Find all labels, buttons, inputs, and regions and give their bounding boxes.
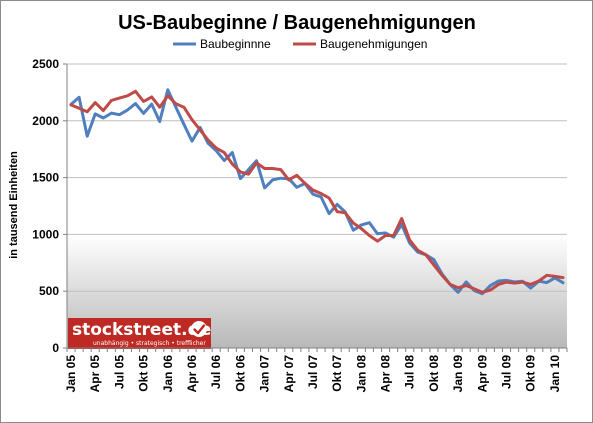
y-tick-label-1500: 1500 <box>32 171 59 185</box>
y-tick-label-0: 0 <box>52 341 59 355</box>
x-tick-label: Jan 05 <box>64 355 78 393</box>
x-tick-label: Okt 06 <box>233 355 247 392</box>
x-tick-label: Okt 08 <box>427 355 441 392</box>
x-tick-label: Jan 10 <box>548 355 562 393</box>
legend-label-baubeginne: Baubeginnne <box>200 37 271 51</box>
watermark-tagline: unabhängig • strategisch • trefflicher <box>93 340 206 347</box>
series-lines <box>69 88 565 296</box>
x-tick-label: Apr 07 <box>282 355 296 393</box>
y-tick-label-2000: 2000 <box>32 114 59 128</box>
y-axis-label: in tausend Einheiten <box>8 151 20 259</box>
x-tick-label: Apr 05 <box>88 355 102 393</box>
y-tick-label-1000: 1000 <box>32 227 59 241</box>
x-tick-label: Jan 08 <box>354 355 368 393</box>
x-tick-label: Jul 09 <box>500 355 514 389</box>
x-tick-label: Jul 06 <box>209 355 223 389</box>
legend-label-baugenehmigungen: Baugenehmigungen <box>320 37 427 51</box>
x-tick-label: Okt 07 <box>330 355 344 392</box>
x-tick-label: Jul 07 <box>306 355 320 389</box>
y-tick-label-2500: 2500 <box>32 57 59 71</box>
x-tick-label: Jul 05 <box>112 355 126 389</box>
stockstreet-watermark: stockstreet.de unabhängig • strategisch … <box>68 318 211 349</box>
y-tick-label-500: 500 <box>39 284 59 298</box>
y-axis-ticks: 0 500 1000 1500 2000 2500 <box>32 57 67 355</box>
x-tick-label: Apr 08 <box>379 355 393 393</box>
x-tick-label: Jan 09 <box>451 355 465 393</box>
watermark-background <box>68 318 211 349</box>
series-line-baugenehmigungen <box>69 89 565 294</box>
chart-title: US-Baubeginne / Baugenehmigungen <box>118 12 476 34</box>
checkmark-badge-icon <box>191 321 207 337</box>
x-tick-label: Apr 06 <box>185 355 199 393</box>
checkmark-icon <box>193 324 206 335</box>
x-axis-ticks: Jan 05 Apr 05 Jul 05 Okt 05 Jan 06 Apr 06 Jul … <box>64 348 568 393</box>
x-tick-label: Jan 07 <box>258 355 272 393</box>
x-tick-label: Okt 09 <box>524 355 538 392</box>
x-tick-label: Okt 05 <box>137 355 151 392</box>
x-tick-label: Apr 09 <box>475 355 489 393</box>
x-tick-label: Jul 08 <box>403 355 417 389</box>
x-tick-label: Jan 06 <box>161 355 175 393</box>
watermark-brand: stockstreet.de <box>72 320 211 340</box>
legend: Baubeginnne Baugenehmigungen <box>173 37 427 51</box>
